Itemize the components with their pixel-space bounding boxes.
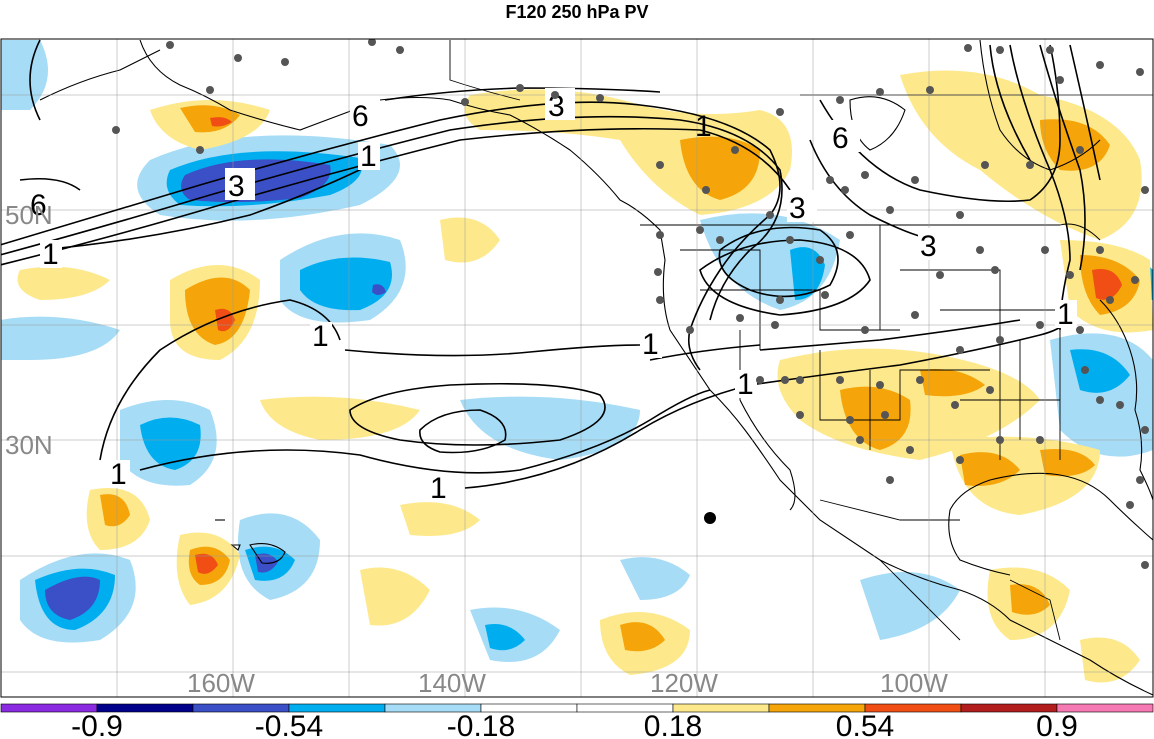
map-frame: [0, 38, 1154, 698]
observation-stations: [112, 39, 1149, 569]
lon-label: 140W: [418, 668, 486, 698]
marker-dot: [704, 512, 716, 524]
contour-label: 3: [228, 170, 245, 203]
contour-label: 3: [920, 230, 937, 263]
contour-label: 1: [312, 320, 329, 353]
lat-label: 50N: [5, 200, 53, 230]
colorbar-tick-label: -0.9: [71, 710, 123, 739]
pv-contours: [1, 39, 1101, 489]
contour-label: 1: [695, 110, 712, 143]
map-title: F120 250 hPa PV: [505, 2, 649, 22]
graticule-labels: 50N 30N 160W 140W 120W 100W: [5, 200, 948, 698]
contour-label: 1: [1057, 298, 1074, 331]
graticule: [1, 39, 1153, 697]
lon-label: 100W: [880, 668, 948, 698]
colorbar-ticks: -0.9 -0.54 -0.18 0.18 0.54 0.9: [71, 710, 1078, 739]
colorbar-tick-label: 0.9: [1036, 710, 1078, 739]
colorbar-tick-label: -0.54: [255, 710, 323, 739]
contour-label: 1: [642, 328, 659, 361]
contour-label-halos: [40, 88, 1077, 502]
contour-label: 3: [548, 90, 565, 123]
contour-label: 1: [110, 458, 127, 491]
contour-label: 1: [42, 238, 59, 271]
lon-label: 120W: [650, 668, 718, 698]
contour-label: 6: [352, 100, 369, 133]
contour-label: 1: [737, 368, 754, 401]
colorbar-tick-label: 0.54: [836, 710, 894, 739]
negative-anomaly-strong: [45, 159, 386, 620]
lat-label: 30N: [5, 430, 53, 460]
colorbar-swatch: [1056, 703, 1154, 713]
lon-label: 160W: [187, 668, 255, 698]
colorbar-tick-label: -0.18: [447, 710, 515, 739]
colorbar-tick-label: 0.18: [644, 710, 702, 739]
coastlines: [39, 39, 1153, 696]
contour-label: 1: [360, 140, 377, 173]
contour-label: 6: [30, 189, 47, 222]
colorbar-boxes: [0, 703, 1154, 713]
contour-labels: 6 3 3 1 1 6 3 3 1 1 1 1 1 1 1 6: [30, 90, 1074, 505]
contour-label: 3: [789, 192, 806, 225]
contour-label: 6: [832, 122, 849, 155]
contour-label: 1: [430, 472, 447, 505]
positive-anomaly-strong: [195, 117, 1122, 574]
